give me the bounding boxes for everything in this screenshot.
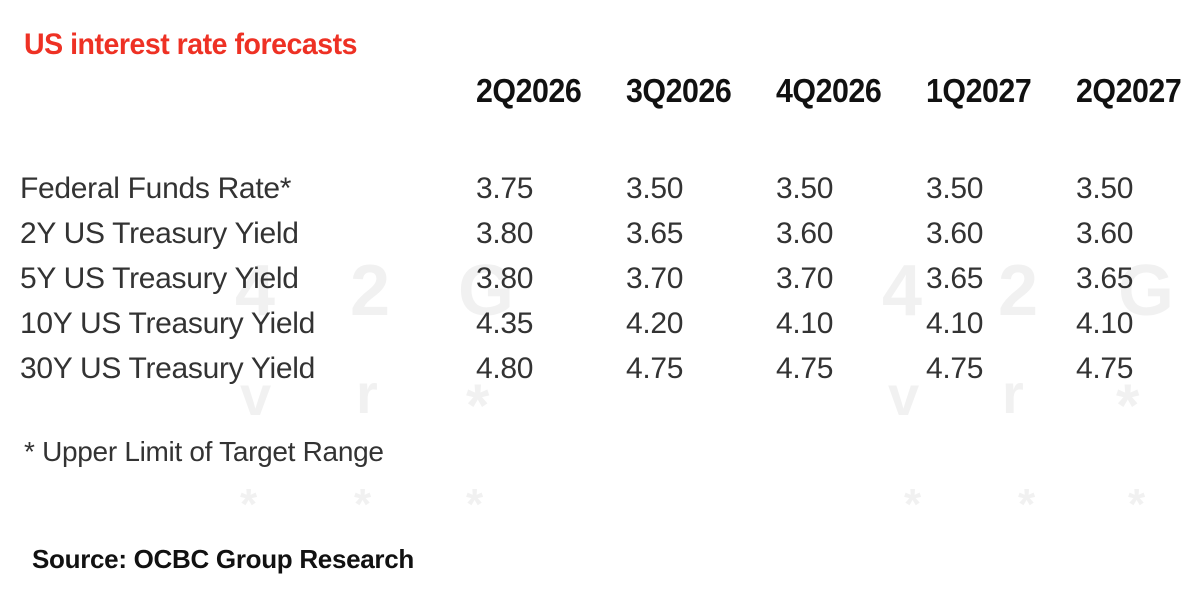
table-cell: 4.10 — [776, 307, 834, 340]
table-cell: 4.10 — [1076, 307, 1134, 340]
column-header-3q2026: 3Q2026 — [626, 72, 776, 110]
page-title: US interest rate forecasts — [24, 28, 357, 61]
row-label-federal-funds-rate: Federal Funds Rate* — [20, 172, 292, 205]
table-cell: 3.65 — [1076, 262, 1134, 295]
source-note: Source: OCBC Group Research — [32, 544, 414, 574]
column-header-label: 1Q2027 — [926, 72, 1032, 109]
table-cell: 3.60 — [1076, 217, 1134, 250]
column-header-label: 2Q2026 — [476, 72, 582, 109]
table-cell: 3.80 — [476, 262, 534, 295]
table-cell: 3.75 — [476, 172, 534, 205]
table-cell: 3.70 — [626, 262, 684, 295]
forecast-table: 2Q2026 3Q2026 4Q2026 1Q2027 2Q2027 Feder… — [20, 72, 1188, 391]
table-cell: 3.65 — [926, 262, 984, 295]
table-cell: 3.70 — [776, 262, 834, 295]
column-header-1q2027: 1Q2027 — [926, 72, 1076, 110]
column-header-4q2026: 4Q2026 — [776, 72, 926, 110]
column-header-2q2027: 2Q2027 — [1076, 72, 1188, 110]
column-header-label: 4Q2026 — [776, 72, 882, 109]
row-label-30y-treasury: 30Y US Treasury Yield — [20, 352, 315, 385]
table-cell: 3.65 — [626, 217, 684, 250]
table-cell: 4.10 — [926, 307, 984, 340]
table-cell: 3.50 — [626, 172, 684, 205]
table-cell: 4.35 — [476, 307, 534, 340]
table-cell: 3.50 — [1076, 172, 1134, 205]
watermark-glyph: * — [1128, 480, 1146, 529]
table-cell: 4.75 — [1076, 352, 1134, 385]
column-header-label: 3Q2026 — [626, 72, 732, 109]
row-label-10y-treasury: 10Y US Treasury Yield — [20, 307, 315, 340]
table-cell: 4.75 — [626, 352, 684, 385]
footnote: * Upper Limit of Target Range — [24, 436, 384, 467]
header-body-gap — [20, 110, 1188, 166]
column-header-label: 2Q2027 — [1076, 72, 1182, 109]
table-cell: 4.20 — [626, 307, 684, 340]
table-cell: 3.80 — [476, 217, 534, 250]
table-cell: 4.75 — [776, 352, 834, 385]
table-cell: 3.50 — [926, 172, 984, 205]
table-cell: 3.60 — [776, 217, 834, 250]
watermark-glyph: * — [354, 480, 372, 529]
row-label-header-empty — [20, 72, 476, 110]
watermark-glyph: * — [240, 480, 258, 529]
row-label-5y-treasury: 5Y US Treasury Yield — [20, 262, 299, 295]
table-cell: 4.75 — [926, 352, 984, 385]
watermark-glyph: * — [904, 480, 922, 529]
watermark-glyph: * — [1018, 480, 1036, 529]
table-cell: 4.80 — [476, 352, 534, 385]
row-label-2y-treasury: 2Y US Treasury Yield — [20, 217, 299, 250]
table-cell: 3.60 — [926, 217, 984, 250]
table-cell: 3.50 — [776, 172, 834, 205]
column-header-2q2026: 2Q2026 — [476, 72, 626, 110]
watermark-glyph: * — [466, 480, 484, 529]
